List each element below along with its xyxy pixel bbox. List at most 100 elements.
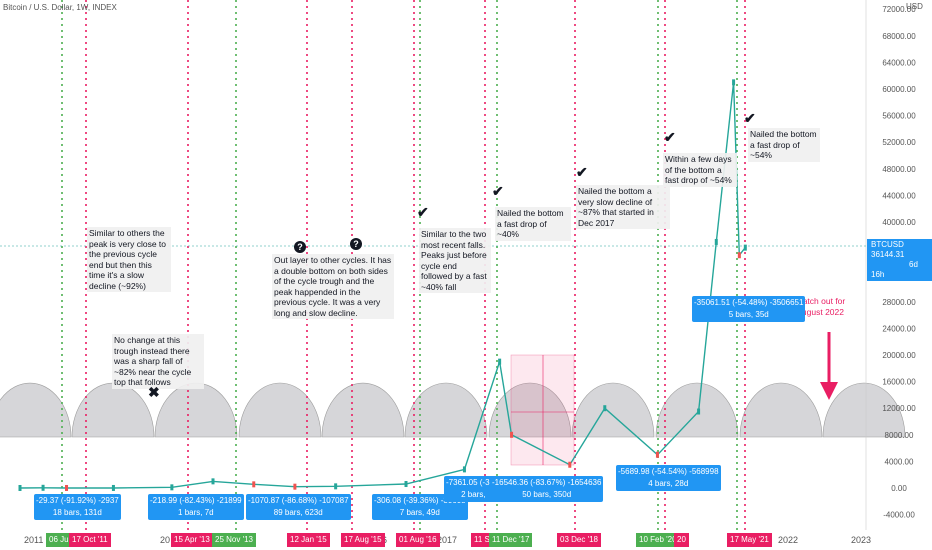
y-tick-label: 48000.00 — [882, 165, 916, 174]
chart-title: Bitcoin / U.S. Dollar, 1W, INDEX — [3, 3, 117, 12]
price-point — [252, 481, 256, 488]
date-label: 17 Oct '11 — [69, 533, 111, 547]
question-icon: ? — [294, 241, 306, 253]
check-icon: ✔ — [417, 204, 429, 220]
note-cycle-2011: Similar to others the peak is very close… — [87, 227, 171, 292]
price-point — [170, 484, 174, 491]
price-point — [655, 451, 659, 458]
price-badge: BTCUSD 36144.31 6d 16h — [867, 239, 932, 281]
cross-icon: ✖ — [148, 384, 160, 400]
y-tick-label: -4000.00 — [883, 511, 915, 520]
y-tick-label: 40000.00 — [882, 218, 916, 227]
y-tick-label: 64000.00 — [882, 58, 916, 67]
price-point — [65, 484, 69, 491]
measure-box[interactable]: -218.99 (-82.43%) -21899 1 bars, 7d — [148, 494, 244, 520]
cycle-arc — [404, 382, 488, 438]
price-point — [404, 481, 408, 488]
cycle-arc — [321, 382, 405, 438]
question-icon: ? — [350, 238, 362, 250]
price-point — [714, 238, 718, 245]
date-label: 17 May '21 — [727, 533, 772, 547]
price-point — [510, 431, 514, 438]
date-label: 12 Jan '15 — [287, 533, 330, 547]
note-bottom-2021: Nailed the bottom a fast drop of ~54% — [748, 128, 820, 162]
price-badge-symbol: BTCUSD — [871, 240, 904, 249]
y-tick-label: 4000.00 — [885, 457, 914, 466]
measure-duration: 1 bars, 7d — [178, 508, 214, 517]
y-tick-label: 60000.00 — [882, 85, 916, 94]
price-point — [498, 358, 502, 365]
y-tick-label: 56000.00 — [882, 112, 916, 121]
date-label: 25 Nov '13 — [212, 533, 256, 547]
date-label: 11 S — [471, 533, 493, 547]
y-tick-label: 68000.00 — [882, 32, 916, 41]
price-point — [732, 79, 736, 86]
y-tick-label: 28000.00 — [882, 298, 916, 307]
measure-change: -306.08 (-39.36%) -30608 — [374, 496, 466, 505]
date-label: 03 Dec '18 — [557, 533, 601, 547]
measure-change: -5689.98 (-54.54%) -568998 — [618, 467, 719, 476]
note-bottom-2017: Nailed the bottom a fast drop of ~40% — [495, 207, 571, 241]
cycle-arc — [571, 382, 655, 438]
measure-duration: 7 bars, 49d — [399, 508, 440, 517]
measure-duration: 4 bars, 28d — [648, 479, 689, 488]
x-tick-label: 2017 — [437, 535, 458, 545]
price-point — [462, 466, 466, 473]
y-tick-label: 12000.00 — [882, 404, 916, 413]
measure-change: -16546.36 (-83.67%) -1654636 — [492, 478, 602, 487]
cycle-arc — [739, 382, 823, 438]
check-icon: ✔ — [576, 164, 588, 180]
date-label: 15 Apr '13 — [171, 533, 213, 547]
measure-change: -218.99 (-82.43%) -21899 — [150, 496, 242, 505]
measure-box[interactable]: -1070.87 (-86.68%) -107087 89 bars, 623d — [246, 494, 351, 520]
price-point — [697, 408, 701, 415]
price-badge-price: 36144.31 — [871, 250, 905, 259]
x-tick-label: 2022 — [778, 535, 799, 545]
date-label: 20 — [674, 533, 689, 547]
measure-box[interactable]: -29.37 (-91.92%) -2937 18 bars, 131d — [34, 494, 121, 520]
measure-change: -29.37 (-91.92%) -2937 — [36, 496, 119, 505]
measure-duration: 89 bars, 623d — [273, 508, 323, 517]
price-point — [18, 484, 22, 491]
y-tick-label: 52000.00 — [882, 138, 916, 147]
y-tick-label: 20000.00 — [882, 351, 916, 360]
measure-box[interactable]: -35061.51 (-54.48%) -3506651 5 bars, 35d — [692, 296, 806, 322]
cycle-arc — [655, 382, 739, 438]
measure-box[interactable]: -16546.36 (-83.67%) -1654636 50 bars, 35… — [490, 476, 604, 502]
x-tick-label: 2023 — [851, 535, 872, 545]
check-icon: ✔ — [492, 183, 504, 199]
measure-change: -35061.51 (-54.48%) -3506651 — [694, 298, 804, 307]
date-label: 06 Jun — [46, 533, 77, 547]
price-point — [111, 484, 115, 491]
price-badge-countdown: 6d 16h — [871, 260, 918, 279]
measure-duration: 5 bars, 35d — [728, 310, 769, 319]
price-point — [568, 461, 572, 468]
measure-box[interactable]: -306.08 (-39.36%) -30608 7 bars, 49d — [372, 494, 468, 520]
note-cycle-2015: Out layer to other cycles. It has a doub… — [272, 254, 394, 319]
date-label: 17 Aug '15 — [341, 533, 385, 547]
currency-label[interactable]: USD — [906, 2, 923, 11]
check-icon: ✔ — [664, 129, 676, 145]
x-tick-label: 20 — [160, 535, 171, 545]
measure-change: -7361.05 (-39.7 — [446, 478, 501, 487]
watch-arrow — [820, 332, 838, 400]
check-icon: ✔ — [744, 110, 756, 126]
note-cycle-2016: Similar to the two most recent falls. Pe… — [419, 228, 491, 293]
price-point — [603, 405, 607, 412]
y-tick-label: 16000.00 — [882, 378, 916, 387]
y-tick-label: 44000.00 — [882, 191, 916, 200]
y-tick-label: 8000.00 — [885, 431, 914, 440]
price-point — [334, 483, 338, 490]
cycle-arcs — [0, 382, 906, 438]
note-bottom-2018: Nailed the bottom a very slow decline of… — [576, 185, 670, 229]
y-tick-label: 72000.00 — [882, 5, 916, 14]
highlight-box — [510, 354, 575, 466]
y-tick-label: 0.00 — [891, 484, 907, 493]
price-point — [737, 252, 741, 259]
measure-duration: 2 bars, — [461, 490, 486, 499]
price-point — [211, 478, 215, 485]
price-point — [743, 244, 747, 251]
measure-box[interactable]: -5689.98 (-54.54%) -568998 4 bars, 28d — [616, 465, 721, 491]
cycle-arc — [0, 382, 72, 438]
measure-duration: 50 bars, 350d — [522, 490, 572, 499]
